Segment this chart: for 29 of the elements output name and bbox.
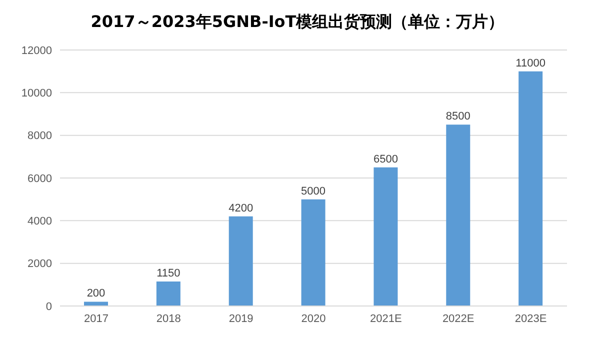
x-tick-label: 2020 [301,312,326,325]
x-tick-label: 2021E [370,312,402,325]
bar [228,216,253,306]
x-tick-label: 2022E [442,312,474,325]
x-tick-label: 2019 [228,312,254,325]
data-label: 5000 [301,185,326,198]
data-label: 4200 [228,202,254,214]
y-tick-label: 10000 [21,88,52,100]
x-tick-label: 2023E [514,312,547,325]
bar [518,71,543,306]
bar [84,302,108,306]
bar [446,124,470,306]
y-tick-label: 8000 [28,130,52,142]
data-label: 11000 [516,57,546,70]
y-tick-label: 12000 [21,44,52,57]
bar [156,281,180,306]
y-tick-label: 4000 [28,216,52,228]
chart-title: 2017～2023年5GNB-IoT模组出货预测（单位：万片） [90,11,506,33]
data-label: 1150 [156,267,180,280]
data-label: 8500 [446,110,470,123]
y-tick-label: 2000 [28,258,52,270]
x-tick-label: 2018 [156,312,181,325]
data-label: 6500 [373,153,398,166]
data-label: 200 [86,288,106,300]
x-tick-label: 2017 [84,312,108,325]
bar [374,167,398,306]
y-tick-label: 0 [46,300,52,313]
bar [301,199,326,306]
y-tick-label: 6000 [28,172,52,185]
